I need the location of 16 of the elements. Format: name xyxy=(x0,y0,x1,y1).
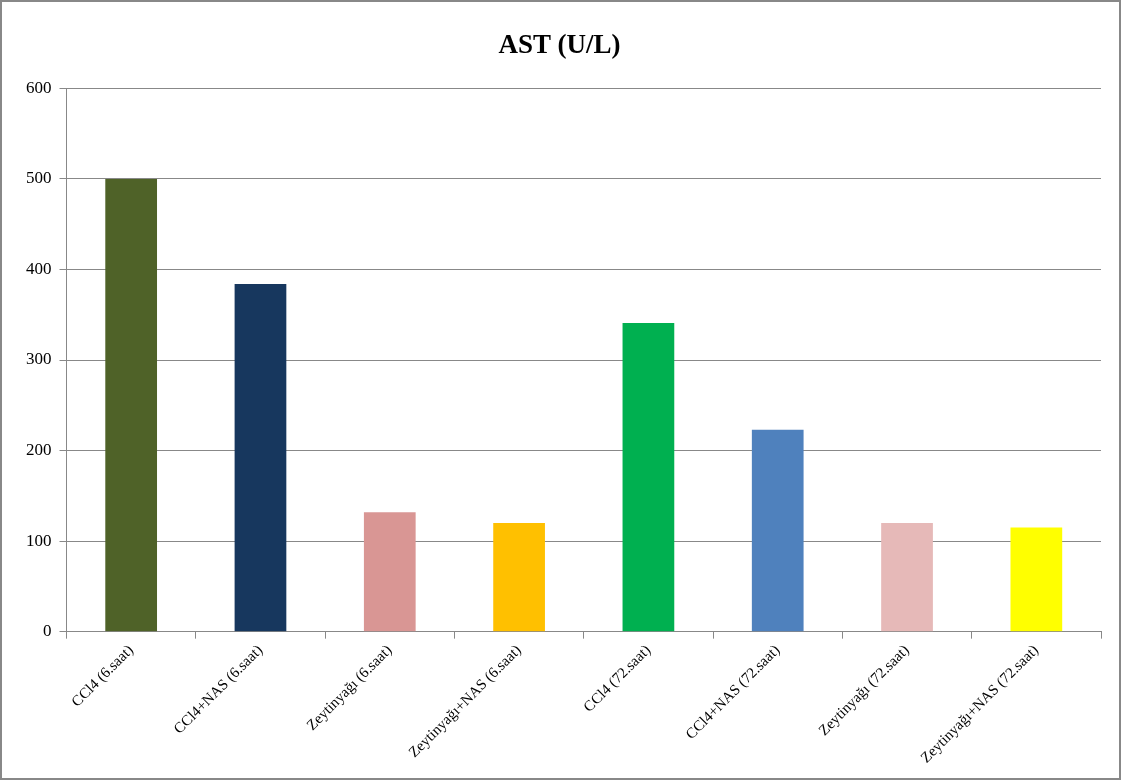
y-tick-label: 400 xyxy=(26,258,52,278)
bar xyxy=(493,523,545,632)
bar xyxy=(234,283,287,632)
bar xyxy=(105,178,158,632)
y-tick-label: 500 xyxy=(26,168,52,188)
y-tick-label: 100 xyxy=(26,530,52,550)
bar xyxy=(751,429,804,632)
y-tick-label: 200 xyxy=(26,440,52,460)
bar xyxy=(1010,527,1063,632)
bar xyxy=(881,523,933,632)
bar xyxy=(622,322,675,632)
y-tick-label: 0 xyxy=(43,621,52,641)
y-tick-label: 300 xyxy=(26,349,52,369)
chart-title: AST (U/L) xyxy=(498,29,621,60)
bar xyxy=(363,512,416,632)
y-tick-label: 600 xyxy=(26,77,52,97)
